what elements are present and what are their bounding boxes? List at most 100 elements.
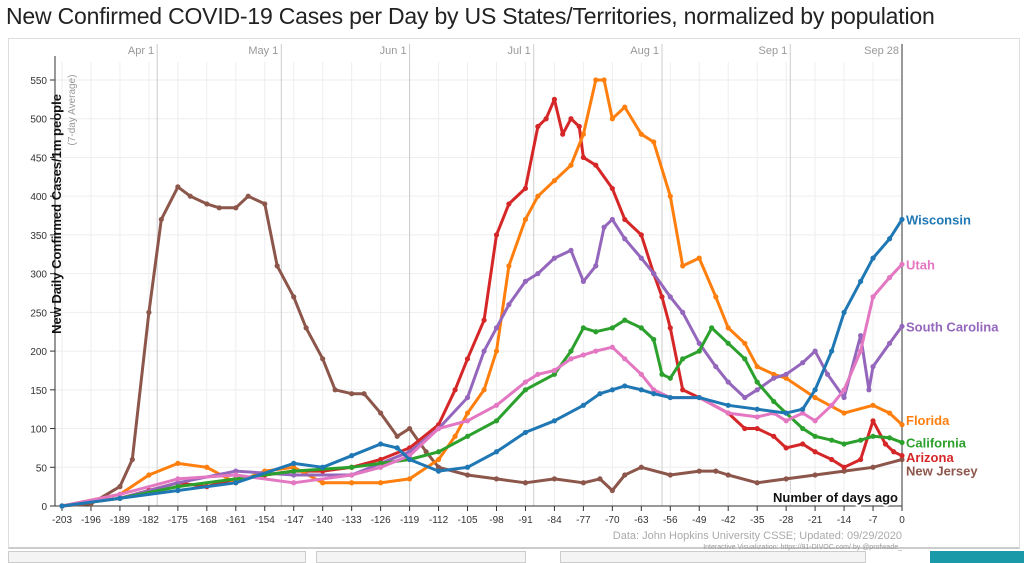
data-point (824, 371, 831, 377)
data-point (493, 449, 500, 455)
data-point (858, 348, 864, 354)
data-point (742, 356, 748, 362)
data-point (481, 348, 487, 354)
series-label: Wisconsin (906, 212, 971, 227)
data-point (886, 274, 893, 281)
data-point (891, 449, 897, 455)
data-point (158, 216, 164, 223)
data-point (291, 472, 297, 478)
data-point (506, 263, 512, 269)
data-point (725, 340, 731, 346)
data-point (245, 193, 251, 199)
data-point (638, 255, 644, 261)
data-point (783, 410, 789, 416)
x-tick-label: -175 (168, 515, 188, 526)
data-point (696, 468, 702, 474)
series-florida (59, 77, 905, 509)
data-point (435, 449, 442, 455)
data-point (291, 464, 297, 470)
data-point (800, 425, 806, 432)
data-point (812, 433, 818, 439)
x-tick-label: -133 (342, 515, 362, 526)
data-point (464, 356, 471, 362)
data-point (568, 348, 574, 354)
x-tick-label: -28 (779, 515, 794, 526)
data-point (593, 348, 599, 354)
data-point (522, 278, 529, 284)
series-label: New Jersey (906, 464, 978, 479)
data-point (406, 476, 413, 482)
data-point (742, 425, 748, 432)
data-point (659, 294, 665, 300)
data-point (866, 387, 872, 393)
data-point (870, 433, 876, 439)
data-point (783, 375, 789, 381)
data-point (291, 294, 297, 300)
x-tick-label: -63 (634, 515, 649, 526)
data-point (754, 406, 760, 412)
data-point (725, 325, 731, 331)
data-point (870, 294, 876, 300)
control-tab[interactable] (316, 551, 526, 563)
data-point (812, 394, 818, 401)
data-point (146, 309, 152, 315)
x-tick-label: -147 (284, 515, 304, 526)
control-tab[interactable] (560, 551, 866, 563)
data-point (667, 325, 673, 331)
data-point (841, 464, 847, 470)
data-point (493, 232, 500, 238)
data-point (899, 439, 905, 446)
data-point (535, 271, 541, 277)
data-point (175, 476, 181, 482)
series-label: Florida (906, 413, 950, 428)
data-point (580, 131, 586, 137)
data-point (841, 468, 847, 474)
data-point (771, 433, 777, 439)
data-point (394, 445, 400, 451)
x-tick-label: -126 (371, 515, 391, 526)
data-point (506, 201, 512, 207)
data-point (812, 418, 818, 424)
data-point (435, 464, 442, 470)
data-point (378, 464, 384, 470)
chart-panel (8, 38, 1020, 549)
data-point (812, 472, 818, 478)
control-button[interactable] (930, 551, 1024, 563)
data-point (754, 414, 760, 420)
data-point (464, 410, 471, 416)
data-point (187, 193, 193, 199)
y-tick-label: 50 (36, 463, 48, 474)
data-point (117, 491, 123, 497)
x-tick-label: -161 (226, 515, 246, 526)
gridlines (55, 62, 903, 507)
data-point (233, 472, 239, 478)
x-tick-label: -168 (197, 515, 217, 526)
control-tab[interactable] (8, 551, 306, 563)
data-point (452, 387, 458, 393)
data-point (812, 348, 818, 354)
series-label: California (906, 435, 967, 450)
data-point (535, 123, 541, 130)
data-point (667, 193, 673, 199)
data-point (870, 418, 876, 424)
data-point (858, 333, 864, 339)
series-label: Utah (906, 257, 935, 272)
data-point (601, 224, 607, 230)
data-point (481, 317, 487, 323)
data-point (580, 154, 586, 161)
data-point (464, 472, 471, 478)
data-point (609, 216, 615, 223)
series-line (61, 217, 904, 508)
data-point (361, 391, 367, 397)
x-tick-label: -21 (808, 515, 823, 526)
data-point (609, 116, 615, 122)
data-point (667, 472, 673, 478)
chart-title: New Confirmed COVID-19 Cases per Day by … (6, 3, 935, 29)
y-tick-label: 300 (30, 270, 47, 281)
y-tick-label: 400 (30, 192, 47, 203)
data-point (551, 476, 558, 482)
data-point (493, 476, 500, 482)
data-point (522, 379, 529, 385)
data-point (622, 216, 628, 223)
data-point (812, 387, 818, 393)
